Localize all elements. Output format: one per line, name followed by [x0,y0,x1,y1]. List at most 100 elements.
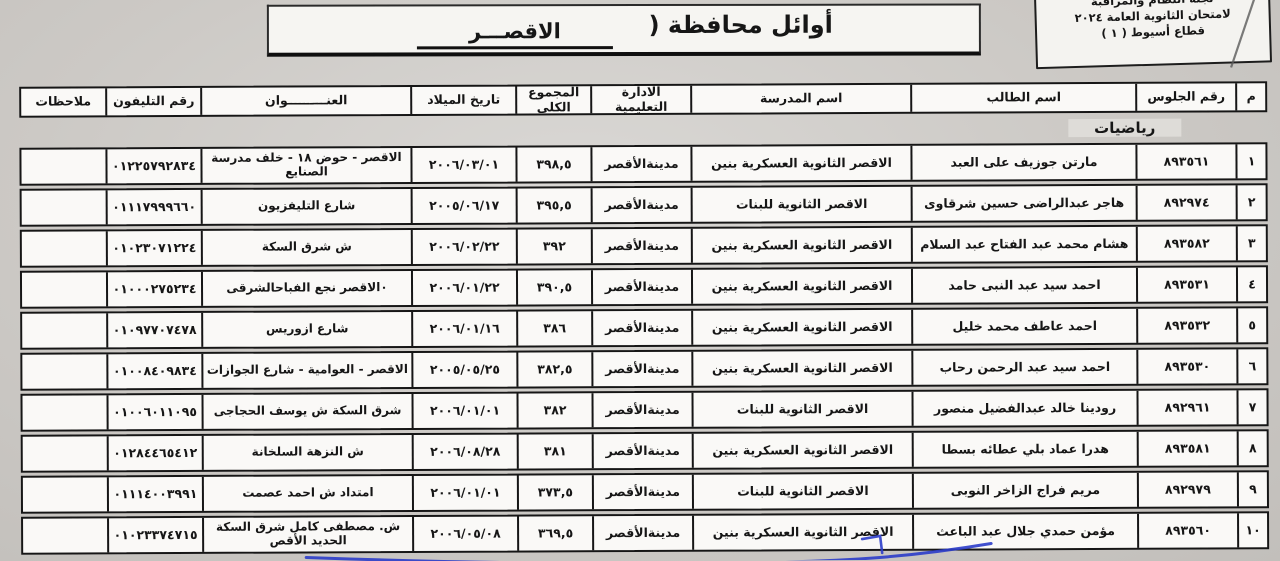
cell-birth-date: ٢٠٠٦/٠١/١٦ [411,311,517,346]
header-phone-number: رقم التليفون [105,87,201,116]
cell-address: ٠الاقصر نجع الفباحالشرقى [200,270,412,306]
cell-address: امتداد ش احمد عصمت [201,475,412,511]
cell-serial: ٤ [1235,267,1267,302]
cell-notes [22,313,106,347]
header-address: العنـــــــــوان [200,87,411,115]
table-row: ٦ ٨٩٣٥٣٠ احمد سيد عبد الرحمن رحاب الاقصر… [20,347,1269,391]
cell-school-name: الاقصر الثانوية العسكرية بنين [692,514,913,550]
table-row: ٥ ٨٩٣٥٣٢ احمد عاطف محمد خليل الاقصر الثا… [20,306,1269,350]
header-birth-date: تاريخ الميلاد [410,86,516,115]
cell-total-score: ٣٩٠,٥ [515,270,592,305]
cell-seat-number: ٨٩٢٩٦١ [1136,390,1237,425]
cell-student-name: رودينا خالد عبدالفضيل منصور [911,390,1137,426]
cell-notes [21,149,105,183]
cell-edu-administration: مدينةالأقصر [591,392,692,428]
cell-school-name: الاقصر الثانوية للبنات [690,186,911,222]
cell-edu-administration: مدينةالأقصر [590,228,691,264]
cell-student-name: احمد سيد عبد النبى حامد [910,267,1137,303]
cell-total-score: ٣٦٩,٥ [517,516,593,551]
cell-school-name: الاقصر الثانوية للبنات [691,391,912,427]
cell-school-name: الاقصر الثانوية للبنات [691,473,912,509]
cell-edu-administration: مدينةالأقصر [590,187,691,223]
cell-phone-number: ٠١٠٢٣٠٧١٢٢٤ [105,230,201,266]
cell-phone-number: ٠١٠٠٨٤٠٩٨٣٤ [106,353,202,389]
committee-line-3: قطاع أسيوط ( ١ ) [1101,23,1206,41]
cell-phone-number: ٠١٠٩٧٧٠٧٤٧٨ [106,312,202,348]
header-student-name: اسم الطالب [910,83,1136,112]
cell-seat-number: ٨٩٣٥٣٠ [1136,349,1237,384]
cell-edu-administration: مدينةالأقصر [591,474,692,510]
cell-address: ش. مصطفى كامل شرق السكة الحديد الأقص [202,516,413,552]
cell-birth-date: ٢٠٠٦/٠٣/٠١ [410,147,516,183]
cell-school-name: الاقصر الثانوية العسكرية بنين [691,309,912,345]
cell-serial: ٦ [1236,349,1267,384]
table-body: ١ ٨٩٣٥٦١ مارتن جوزيف على العبد الاقصر ال… [19,142,1270,555]
cell-student-name: هشام محمد عبد الفتاح عبد السلام [910,226,1136,262]
cell-total-score: ٣٧٣,٥ [516,475,592,510]
cell-seat-number: ٨٩٣٥٨٢ [1135,226,1236,261]
header-school-name: اسم المدرسة [690,84,911,113]
cell-seat-number: ٨٩٢٩٧٩ [1136,472,1237,507]
cell-notes [22,272,106,306]
cell-notes [23,518,107,552]
table-row: ١٠ ٨٩٣٥٦٠ مؤمن حمدي جلال عبد الباعث الاق… [21,511,1270,555]
cell-address: الاقصر - العوامية - شارع الجوازات [201,352,412,388]
results-table: م رقم الجلوس اسم الطالب اسم المدرسة الاد… [19,81,1270,557]
cell-birth-date: ٢٠٠٦/٠٥/٠٨ [412,516,518,551]
cell-birth-date: ٢٠٠٦/٠١/٠١ [411,475,517,510]
cell-birth-date: ٢٠٠٦/٠٨/٢٨ [411,434,517,469]
cell-address: ش شرق السكة [200,229,411,265]
subject-section-label: رياضيات [1068,118,1182,137]
cell-total-score: ٣٨٢ [516,393,592,428]
exam-committee-box: لجنة النظام والمراقبة لامتحان الثانوية ا… [1033,0,1273,70]
cell-seat-number: ٨٩٣٥٦١ [1135,144,1236,179]
cell-birth-date: ٢٠٠٥/٠٥/٢٥ [411,352,517,387]
cell-notes [22,231,106,265]
cell-phone-number: ٠١٢٢٥٧٩٢٨٣٤ [105,148,201,184]
cell-notes [22,354,106,388]
cell-birth-date: ٢٠٠٦/٠١/٠١ [411,393,517,428]
cell-edu-administration: مدينةالأقصر [591,351,692,387]
cell-notes [22,190,106,224]
governorate-name: الاقصـــر [416,19,613,50]
cell-address: شارع التليفزيون [200,189,411,224]
cell-total-score: ٣٨١ [516,434,592,469]
cell-student-name: مؤمن حمدي جلال عبد الباعث [912,513,1138,549]
cell-serial: ٣ [1235,226,1266,261]
cell-seat-number: ٨٩٣٥٣٢ [1136,308,1237,343]
cell-total-score: ٣٨٢,٥ [516,352,592,387]
cell-seat-number: ٨٩٣٥٦٠ [1137,513,1238,548]
cell-total-score: ٣٩٨,٥ [515,147,591,182]
cell-school-name: الاقصر الثانوية العسكرية بنين [691,432,912,468]
cell-phone-number: ٠١٠٠٠٢٧٥٢٣٤ [105,271,202,307]
cell-edu-administration: مدينةالأقصر [592,515,693,551]
cell-school-name: الاقصر الثانوية العسكرية بنين [690,145,911,181]
cell-edu-administration: مدينةالأقصر [590,146,691,182]
table-row: ٧ ٨٩٢٩٦١ رودينا خالد عبدالفضيل منصور الا… [20,388,1269,432]
header-total-score: المجموع الكلى [515,86,591,114]
cell-phone-number: ٠١١١٧٩٩٩٦٦٠ [105,189,201,225]
table-row: ٣ ٨٩٣٥٨٢ هشام محمد عبد الفتاح عبد السلام… [19,224,1268,268]
cell-student-name: احمد سيد عبد الرحمن رحاب [911,349,1137,385]
subject-section-row: رياضيات [19,113,1267,145]
table-header-row: م رقم الجلوس اسم الطالب اسم المدرسة الاد… [19,81,1268,118]
cell-school-name: الاقصر الثانوية العسكرية بنين [691,350,912,386]
cell-edu-administration: مدينةالأقصر [591,433,692,469]
cell-seat-number: ٨٩٢٩٧٤ [1135,185,1236,220]
cell-notes [23,436,107,470]
header-serial: م [1235,83,1266,111]
cell-birth-date: ٢٠٠٦/٠٢/٢٢ [410,229,516,264]
cell-student-name: مارتن جوزيف على العبد [910,144,1136,180]
cell-seat-number: ٨٩٣٥٨١ [1136,431,1237,466]
cell-school-name: الاقصر الثانوية العسكرية بنين [690,268,912,304]
cell-address: شارع ازوريس [201,311,412,347]
header-edu-administration: الادارة التعليمية [590,85,691,114]
cell-student-name: مريم فراج الزاخر النوبى [911,472,1137,508]
cell-phone-number: ٠١٠٠٦٠١١٠٩٥ [106,394,202,430]
header-seat-number: رقم الجلوس [1135,83,1236,111]
cell-serial: ١٠ [1237,513,1268,548]
table-row: ١ ٨٩٣٥٦١ مارتن جوزيف على العبد الاقصر ال… [19,142,1268,186]
cell-address: شرق السكة ش يوسف الحجاجى [201,393,412,429]
cell-phone-number: ٠١١١٤٠٠٣٩٩١ [106,476,203,512]
